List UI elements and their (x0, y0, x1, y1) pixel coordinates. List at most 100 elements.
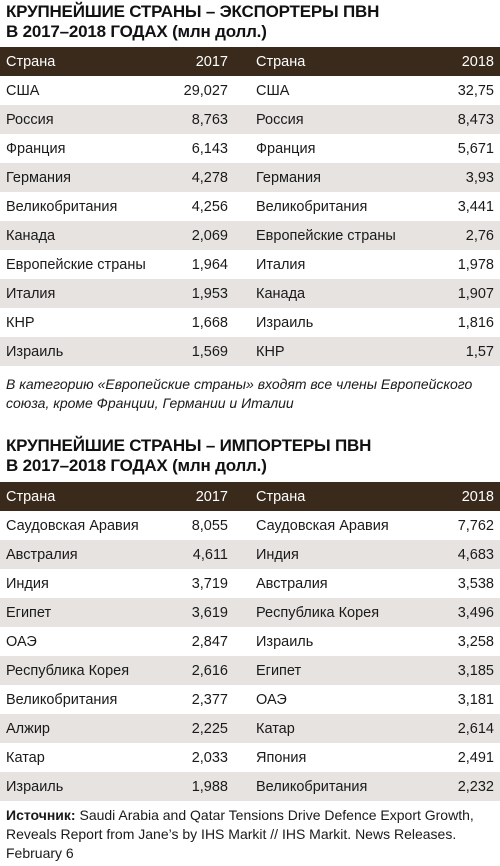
exporters-title-line2: В 2017–2018 ГОДАХ (6, 22, 168, 41)
gap-cell (234, 250, 250, 279)
country-2017-cell: Великобритания (6, 198, 118, 215)
table-row: Европейские страны 1,964 Италия 1,978 (0, 250, 500, 279)
gap-cell (234, 656, 250, 685)
importers-header-row: Страна 2017 Страна 2018 (0, 482, 500, 511)
exporters-title-line1: КРУПНЕЙШИЕ СТРАНЫ – ЭКСПОРТЕРЫ ПВН (6, 2, 380, 21)
gap-cell (234, 714, 250, 743)
value-2018-cell: 2,232 (457, 778, 494, 795)
table-row: Германия 4,278 Германия 3,93 (0, 163, 500, 192)
country-2018-cell: Великобритания (256, 778, 368, 795)
country-2018-cell: Республика Корея (256, 604, 380, 621)
country-2017-cell: Италия (6, 285, 56, 302)
value-2018-cell: 1,816 (457, 314, 494, 331)
value-2018-cell: 2,614 (457, 720, 494, 737)
value-2018-cell: 3,181 (457, 691, 494, 708)
exporters-title-unit: (млн долл.) (172, 22, 267, 41)
country-2018-cell: Великобритания (256, 198, 368, 215)
importers-title-line1: КРУПНЕЙШИЕ СТРАНЫ – ИМПОРТЕРЫ ПВН (6, 436, 372, 455)
importers-title-line2: В 2017–2018 ГОДАХ (6, 456, 168, 475)
table-row: США 29,027 США 32,75 (0, 76, 500, 105)
value-2017-cell: 6,143 (191, 140, 228, 157)
country-2018-cell: Австралия (256, 575, 328, 592)
country-2018-cell: Россия (256, 111, 304, 128)
value-2018-cell: 1,907 (457, 285, 494, 302)
country-2017-cell: Индия (6, 575, 49, 592)
header-country-2018: Страна (256, 488, 306, 505)
value-2018-cell: 2,76 (465, 227, 494, 244)
value-2018-cell: 2,491 (457, 749, 494, 766)
value-2017-cell: 2,033 (191, 749, 228, 766)
value-2017-cell: 2,377 (191, 691, 228, 708)
value-2017-cell: 8,763 (191, 111, 228, 128)
table-row: КНР 1,668 Израиль 1,816 (0, 308, 500, 337)
table-row: Россия 8,763 Россия 8,473 (0, 105, 500, 134)
gap-cell (234, 192, 250, 221)
country-2018-cell: ОАЭ (256, 691, 287, 708)
value-2018-cell: 4,683 (457, 546, 494, 563)
gap-cell (234, 569, 250, 598)
gap-cell (234, 685, 250, 714)
country-2018-cell: КНР (256, 343, 285, 360)
source-note: Источник: Saudi Arabia and Qatar Tension… (6, 806, 494, 863)
country-2017-cell: Израиль (6, 778, 64, 795)
country-2017-cell: Россия (6, 111, 54, 128)
gap-cell (234, 511, 250, 540)
header-year-2018: 2018 (461, 53, 494, 70)
value-2018-cell: 3,185 (457, 662, 494, 679)
table-row: Великобритания 4,256 Великобритания 3,441 (0, 192, 500, 221)
country-2017-cell: Австралия (6, 546, 78, 563)
importers-body: Саудовская Аравия 8,055 Саудовская Аравия 7… (0, 511, 500, 801)
country-2018-cell: Франция (256, 140, 316, 157)
value-2017-cell: 4,256 (191, 198, 228, 215)
value-2017-cell: 8,055 (191, 517, 228, 534)
table-row: Республика Корея 2,616 Египет 3,185 (0, 656, 500, 685)
country-2017-cell: Франция (6, 140, 66, 157)
value-2017-cell: 2,069 (191, 227, 228, 244)
value-2018-cell: 8,473 (457, 111, 494, 128)
table-row: Великобритания 2,377 ОАЭ 3,181 (0, 685, 500, 714)
gap-cell (234, 743, 250, 772)
country-2018-cell: Италия (256, 256, 306, 273)
value-2017-cell: 1,569 (191, 343, 228, 360)
gap-cell (234, 337, 250, 366)
country-2018-cell: Израиль (256, 633, 314, 650)
country-2017-cell: США (6, 82, 40, 99)
exporters-title-line2-wrap: В 2017–2018 ГОДАХ (млн долл.) (6, 22, 494, 42)
country-2017-cell: Египет (6, 604, 52, 621)
exporters-table: Страна 2017 Страна 2018 США 29,027 США 32,7… (0, 47, 500, 366)
header-year-2017: 2017 (195, 488, 228, 505)
country-2018-cell: Канада (256, 285, 306, 302)
value-2017-cell: 29,027 (183, 82, 228, 99)
table-row: Италия 1,953 Канада 1,907 (0, 279, 500, 308)
table-row: Израиль 1,988 Великобритания 2,232 (0, 772, 500, 801)
table-row: Алжир 2,225 Катар 2,614 (0, 714, 500, 743)
gap-cell (234, 163, 250, 192)
exporters-footnote: В категорию «Европейские страны» входят … (6, 376, 473, 411)
gap-cell (234, 627, 250, 656)
value-2018-cell: 1,978 (457, 256, 494, 273)
value-2017-cell: 2,847 (191, 633, 228, 650)
country-2018-cell: Катар (256, 720, 295, 737)
header-gap (234, 482, 250, 511)
country-2018-cell: Германия (256, 169, 322, 186)
value-2018-cell: 7,762 (457, 517, 494, 534)
table-row: Саудовская Аравия 8,055 Саудовская Аравия 7… (0, 511, 500, 540)
gap-cell (234, 134, 250, 163)
table-row: Австралия 4,611 Индия 4,683 (0, 540, 500, 569)
importers-title-unit: (млн долл.) (172, 456, 267, 475)
value-2018-cell: 32,75 (457, 82, 494, 99)
country-2017-cell: Европейские страны (6, 256, 146, 273)
country-2018-cell: США (256, 82, 290, 99)
value-2017-cell: 1,953 (191, 285, 228, 302)
value-2018-cell: 3,93 (465, 169, 494, 186)
gap-cell (234, 76, 250, 105)
country-2018-cell: Египет (256, 662, 302, 679)
country-2017-cell: Израиль (6, 343, 64, 360)
gap-cell (234, 598, 250, 627)
country-2018-cell: Саудовская Аравия (256, 517, 389, 534)
value-2018-cell: 3,538 (457, 575, 494, 592)
header-country-2017: Страна (6, 53, 56, 70)
country-2018-cell: Европейские страны (256, 227, 396, 244)
table-row: Канада 2,069 Европейские страны 2,76 (0, 221, 500, 250)
value-2017-cell: 1,668 (191, 314, 228, 331)
